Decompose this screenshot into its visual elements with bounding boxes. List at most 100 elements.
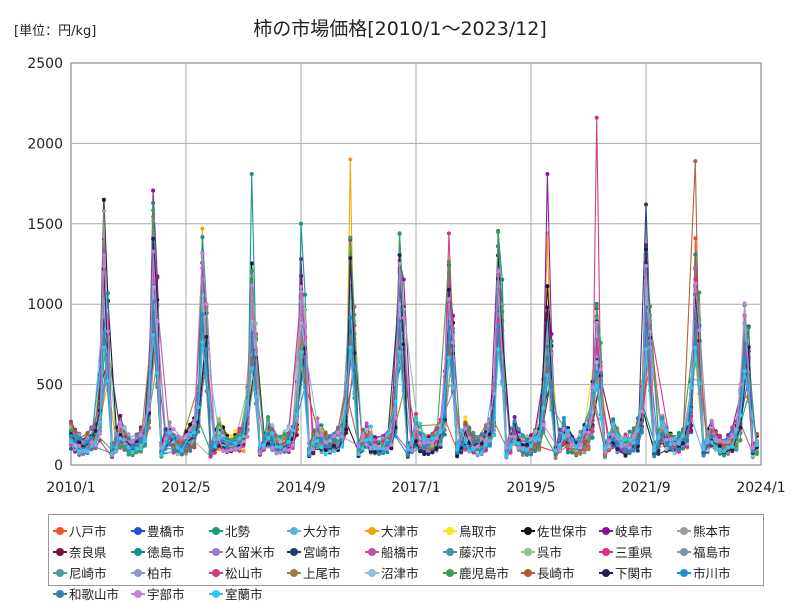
data-point: [639, 426, 644, 431]
data-point: [635, 440, 640, 445]
data-point: [212, 444, 217, 449]
data-point: [278, 434, 283, 439]
legend-label: 大分市: [303, 524, 341, 539]
data-point: [434, 446, 439, 450]
legend-item: 久留米市: [209, 541, 287, 562]
y-tick-label: 1000: [27, 297, 63, 313]
y-tick-label: 2500: [27, 56, 63, 72]
data-point: [738, 438, 743, 443]
data-point: [77, 450, 82, 455]
legend-label: 久留米市: [225, 545, 276, 560]
legend-swatch: [209, 526, 223, 536]
data-point: [151, 249, 156, 254]
data-point: [627, 437, 632, 442]
series-line: [70, 251, 758, 456]
data-point: [709, 440, 714, 445]
data-point: [385, 440, 390, 445]
data-point: [171, 427, 176, 432]
data-point: [393, 434, 398, 439]
data-point: [286, 448, 291, 453]
data-point: [85, 449, 90, 453]
data-point: [348, 157, 353, 162]
data-point: [570, 447, 575, 452]
data-point: [746, 325, 751, 330]
data-point: [101, 237, 106, 242]
data-point: [697, 328, 702, 333]
legend-swatch: [443, 526, 457, 536]
data-point: [282, 436, 287, 441]
data-point: [397, 261, 402, 266]
data-point: [364, 421, 369, 426]
data-point: [290, 428, 295, 433]
data-point: [529, 444, 533, 449]
legend-label: 呉市: [537, 545, 563, 560]
data-point: [442, 413, 447, 418]
data-point: [299, 221, 303, 226]
data-point: [233, 435, 238, 439]
data-point: [623, 453, 628, 458]
data-point: [418, 431, 423, 436]
data-point: [492, 392, 496, 396]
data-point: [118, 445, 123, 450]
data-point: [118, 433, 123, 437]
legend-label: 尼崎市: [69, 566, 107, 581]
data-point: [545, 373, 550, 378]
data-point: [85, 435, 90, 440]
data-point: [590, 409, 595, 414]
data-point: [570, 442, 575, 447]
data-point: [471, 430, 476, 435]
data-point: [418, 449, 423, 454]
data-point: [200, 312, 205, 317]
data-point: [418, 441, 423, 446]
data-point: [249, 366, 254, 371]
data-point: [742, 341, 747, 346]
data-point: [463, 437, 468, 442]
data-point: [705, 448, 710, 453]
data-point: [122, 437, 127, 442]
legend-label: 岐阜市: [615, 524, 653, 539]
data-point: [303, 292, 308, 297]
data-point: [602, 446, 607, 451]
data-point: [368, 424, 373, 429]
data-point: [414, 411, 418, 416]
data-point: [496, 269, 501, 274]
data-point: [360, 427, 365, 432]
legend-label: 藤沢市: [459, 545, 497, 560]
data-point: [545, 172, 550, 176]
data-point: [627, 445, 632, 450]
data-point: [607, 444, 611, 449]
data-point: [475, 439, 480, 444]
data-point: [611, 417, 616, 422]
data-point: [245, 434, 250, 439]
data-point: [93, 439, 98, 444]
data-point: [479, 432, 484, 437]
data-point: [685, 438, 690, 443]
data-point: [697, 290, 702, 295]
legend-label: 八戸市: [69, 524, 107, 539]
data-point: [282, 447, 287, 452]
data-point: [372, 446, 377, 451]
data-point: [742, 369, 747, 374]
data-point: [97, 431, 102, 436]
data-point: [500, 309, 505, 314]
data-point: [134, 442, 139, 447]
legend-item: 下関市: [599, 562, 677, 583]
data-point: [438, 429, 443, 434]
data-point: [455, 454, 460, 458]
data-point: [496, 324, 501, 329]
data-point: [685, 421, 690, 426]
data-point: [664, 428, 669, 433]
data-point: [221, 434, 225, 439]
data-point: [660, 417, 665, 422]
data-point: [69, 428, 73, 433]
data-point: [611, 440, 616, 445]
data-point: [93, 443, 98, 448]
data-point: [171, 447, 176, 452]
legend-swatch: [599, 526, 613, 536]
legend-swatch: [209, 568, 223, 578]
data-point: [594, 360, 599, 365]
legend-item: 市川市: [677, 562, 755, 583]
legend-label: 和歌山市: [69, 587, 120, 602]
legend-swatch: [131, 589, 145, 599]
